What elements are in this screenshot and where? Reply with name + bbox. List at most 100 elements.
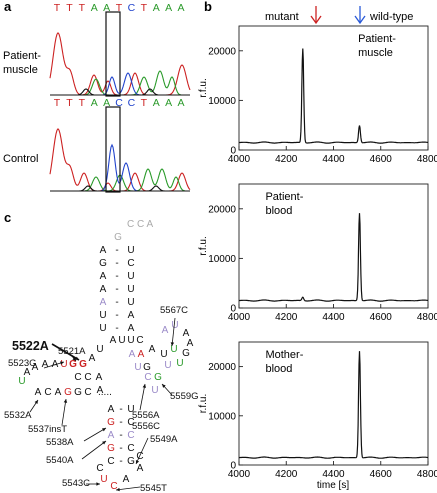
nucleotide: C: [136, 451, 143, 462]
arrow-head: [34, 400, 38, 404]
arrow-head: [102, 441, 106, 445]
x-tick-label: 4200: [275, 154, 298, 165]
arrow-head: [72, 357, 76, 361]
nucleotide: A: [128, 310, 135, 321]
nucleotide: U: [100, 474, 107, 485]
nucleotide: G: [127, 456, 135, 467]
arrow-head: [60, 361, 64, 365]
base-letter: A: [91, 97, 98, 109]
nucleotide: C: [44, 387, 51, 398]
mutation-label: 5549A: [150, 434, 178, 445]
connector-line: [61, 398, 67, 426]
base-letter: A: [177, 97, 184, 109]
nucleotide: A: [162, 325, 169, 336]
nucleotide: G: [143, 362, 151, 373]
nucleotide: G: [69, 359, 77, 370]
connector-line: [83, 427, 107, 442]
base-letter: T: [141, 2, 148, 14]
x-tick-label: 4800: [417, 312, 437, 323]
base-letter: A: [165, 2, 172, 14]
base-pair-dash: -: [119, 404, 122, 415]
electropherogram-trace: [239, 351, 428, 459]
base-pair-dash: -: [119, 443, 122, 454]
connector-line: [171, 317, 176, 347]
y-tick-label: 10000: [208, 254, 236, 265]
mutation-label: 5556A: [132, 410, 160, 421]
arrow-head: [142, 384, 147, 388]
plot-frame: [238, 25, 429, 151]
panel-b-letter: b: [204, 0, 212, 14]
nucleotide: U: [170, 344, 177, 355]
arrow-head: [75, 356, 79, 360]
nucleotide: A: [100, 271, 107, 282]
nucleotide: C: [136, 335, 143, 346]
panel-annotation: Mother-blood: [265, 349, 303, 375]
base-letter: C: [128, 2, 136, 14]
x-tick-label: 4000: [228, 154, 251, 165]
nucleotide: G: [99, 258, 107, 269]
mutation-label: 5545T: [140, 483, 167, 493]
nucleotide: C: [74, 372, 81, 383]
base-pair-dash: -: [119, 430, 122, 441]
base-pair-dash: -: [119, 417, 122, 428]
panel-annotation: Patient-blood: [265, 191, 303, 217]
electropherogram-patient-muscle: 0 10000 20000 4000 4200 4400 4600 4800 r.f.u. Pat…: [198, 25, 437, 165]
arrow-head: [116, 487, 120, 492]
patient-muscle-label-2: muscle: [3, 64, 38, 76]
electropherogram-trace: [239, 48, 429, 144]
mutant-arrow: [310, 6, 322, 25]
x-tick-label: 4600: [370, 469, 393, 480]
connector-line: [135, 437, 149, 465]
base-pair-dash: -: [115, 284, 118, 295]
base-pair-dash: -: [115, 245, 118, 256]
nucleotide: A: [108, 430, 115, 441]
nucleotide: C: [84, 387, 91, 398]
nucleotide: C: [96, 463, 103, 474]
base-letter: T: [66, 97, 73, 109]
base-letter: T: [54, 2, 61, 14]
mutation-label: 5521A: [58, 346, 86, 357]
nucleotide: A: [110, 335, 117, 346]
arrow-head: [162, 384, 166, 388]
nucleotide: U: [127, 284, 134, 295]
nucleotide: U: [99, 323, 106, 334]
nucleotide: U: [171, 320, 178, 331]
x-tick-label: 4000: [228, 312, 251, 323]
base-letter: T: [79, 2, 86, 14]
arrow-head: [96, 482, 100, 486]
mutant-label: mutant: [265, 11, 299, 23]
x-axis-label: time [s]: [317, 480, 349, 491]
y-axis-label: r.f.u.: [198, 78, 209, 97]
nucleotide: A: [149, 344, 156, 355]
base-letter: A: [91, 2, 98, 14]
nucleotide: G: [64, 387, 72, 398]
electropherogram-trace: [239, 213, 429, 302]
nucleotide: A: [108, 404, 115, 415]
nucleotide: A: [123, 474, 130, 485]
y-tick-label: 0: [230, 146, 236, 157]
wildtype-label: wild-type: [369, 11, 413, 23]
nucleotide: A: [138, 349, 145, 360]
x-tick-label: 4400: [322, 312, 345, 323]
arrow-head: [63, 399, 68, 403]
y-tick-label: 20000: [208, 204, 236, 215]
patient-muscle-label-1: Patient-: [3, 50, 41, 62]
y-tick-label: 10000: [208, 411, 236, 422]
nucleotide: G: [107, 417, 115, 428]
x-tick-label: 4600: [370, 312, 393, 323]
nucleotide: U: [127, 245, 134, 256]
nucleotide: A: [24, 367, 31, 378]
y-tick-label: 0: [230, 461, 236, 472]
base-letter: C: [128, 97, 136, 109]
nucleotide: C: [110, 481, 117, 492]
nucleotide: C: [127, 258, 134, 269]
connector-line: [139, 383, 146, 411]
nucleotide: U: [96, 344, 103, 355]
x-tick-label: 4400: [322, 154, 345, 165]
y-tick-label: 0: [230, 304, 236, 315]
x-tick-label: 4400: [322, 469, 345, 480]
nucleotide: A: [128, 323, 135, 334]
x-tick-label: 4000: [228, 469, 251, 480]
mutation-label: 5556C: [132, 421, 160, 432]
